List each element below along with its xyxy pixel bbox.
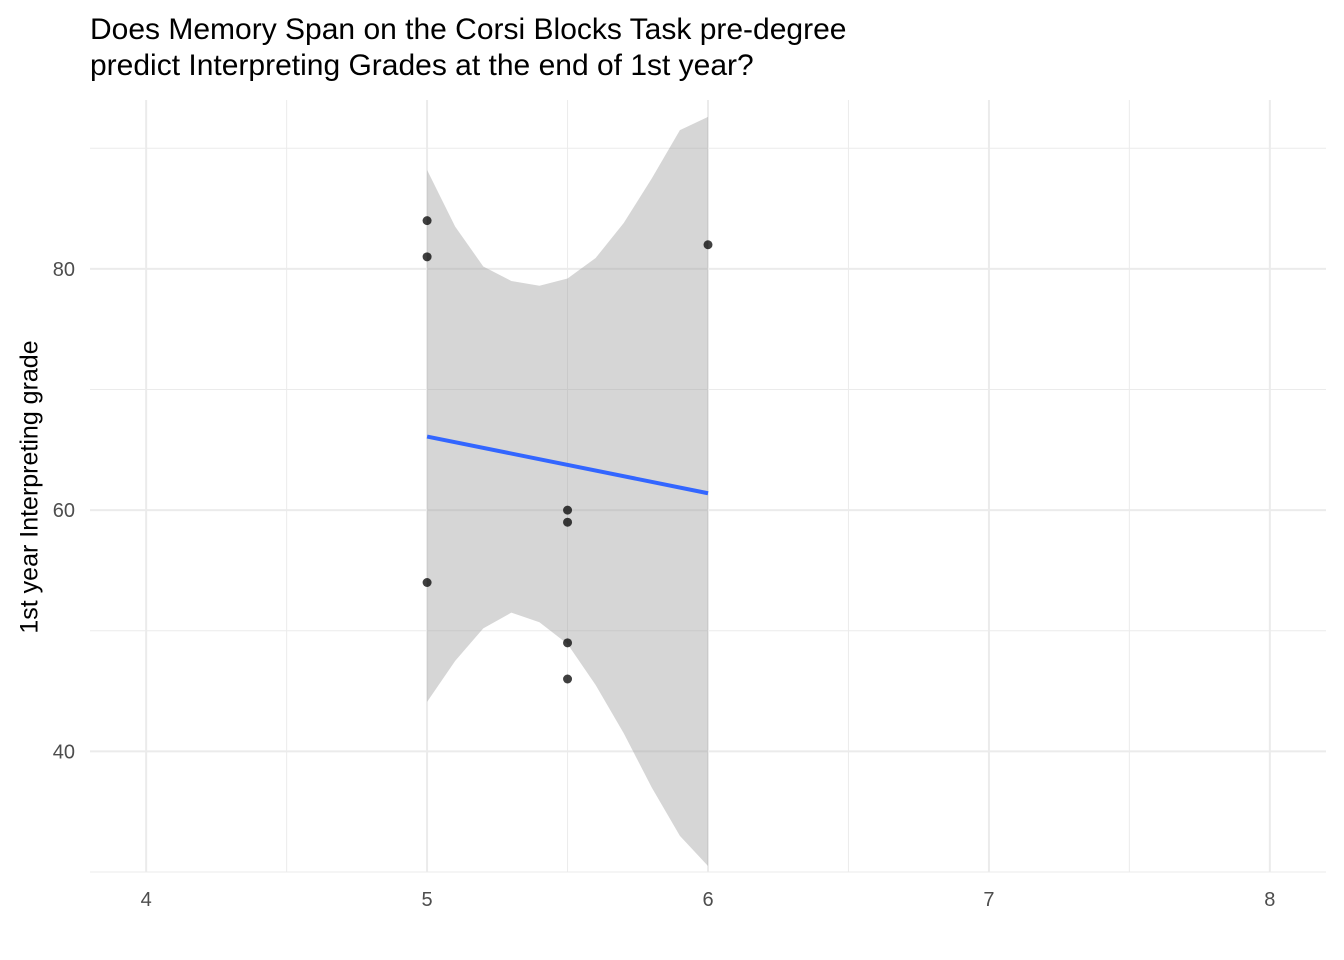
data-point bbox=[422, 216, 432, 226]
data-point bbox=[422, 578, 432, 587]
y-tick-label: 40 bbox=[53, 741, 75, 763]
data-point bbox=[563, 638, 573, 648]
data-point bbox=[422, 252, 432, 262]
x-tick-label: 6 bbox=[702, 889, 713, 911]
data-point bbox=[563, 517, 573, 527]
y-tick-label: 80 bbox=[53, 259, 75, 281]
x-tick-label: 8 bbox=[1264, 889, 1275, 911]
data-point bbox=[703, 240, 713, 250]
data-point bbox=[563, 505, 573, 515]
y-tick-label: 60 bbox=[53, 500, 75, 522]
x-tick-label: 7 bbox=[983, 889, 994, 911]
regression-line bbox=[426, 434, 709, 496]
chart-title: Does Memory Span on the Corsi Blocks Tas… bbox=[90, 12, 846, 84]
confidence-band bbox=[427, 116, 708, 866]
chart-title-line-2: predict Interpreting Grades at the end o… bbox=[90, 49, 754, 82]
x-tick-label: 5 bbox=[422, 889, 433, 911]
chart-title-line-1: Does Memory Span on the Corsi Blocks Tas… bbox=[90, 13, 847, 46]
x-tick-label: 4 bbox=[141, 889, 152, 911]
data-point bbox=[563, 674, 573, 684]
